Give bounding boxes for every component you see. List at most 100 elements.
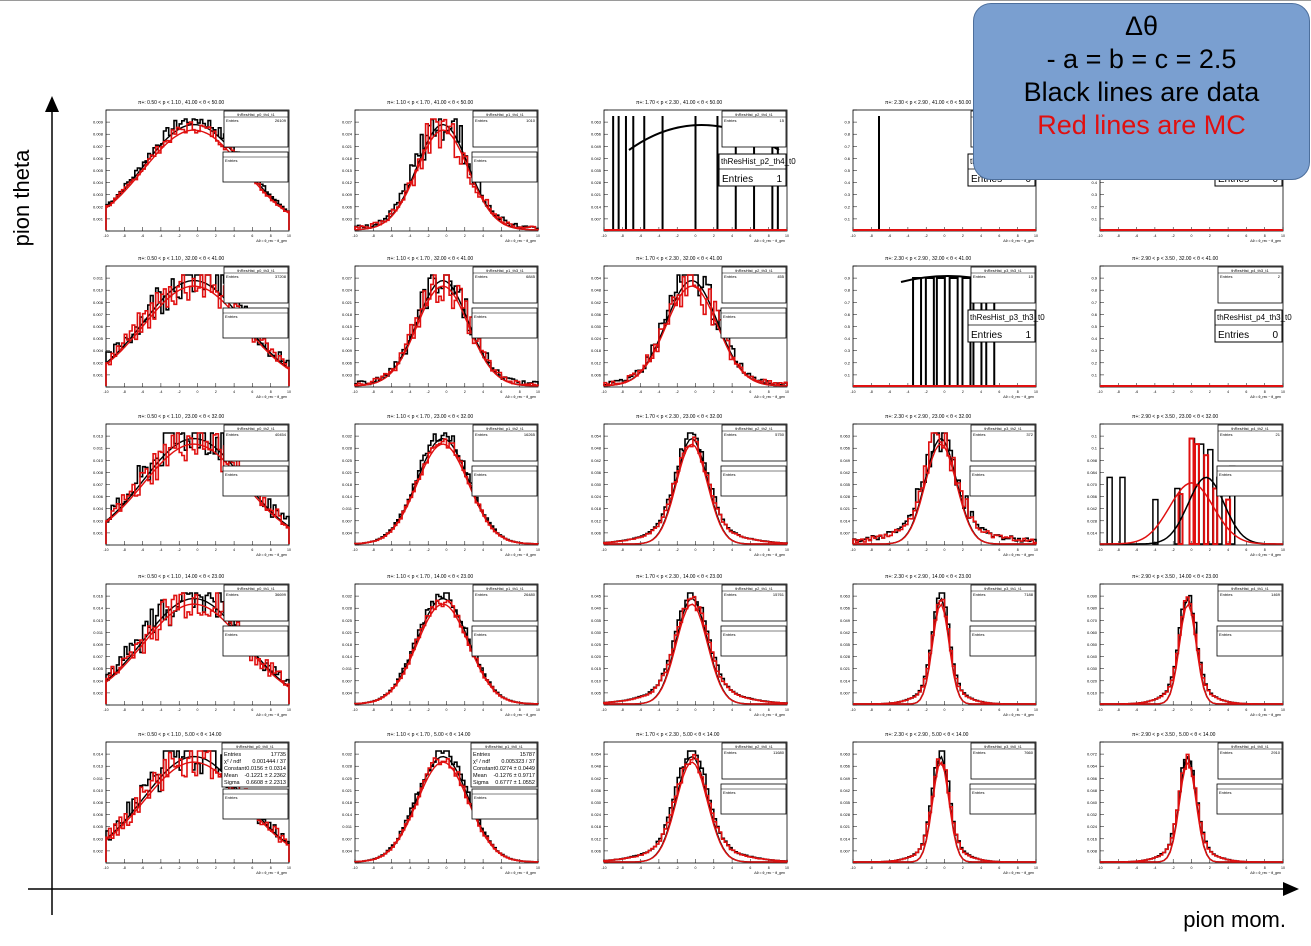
stats-label: Entries [473, 752, 490, 758]
stats-label: χ² / ndf [224, 759, 241, 765]
stats-value: 21 [1276, 432, 1281, 437]
x-tick-label: -10 [850, 390, 855, 394]
histogram-panel: π+: 2.30 < p < 2.90 , 14.00 < θ < 23.00 0… [840, 574, 1038, 717]
x-tick-label: -6 [1135, 548, 1138, 552]
stats-value: 15761 [773, 592, 785, 597]
x-tick-label: -2 [178, 390, 181, 394]
x-tick-label: -8 [870, 390, 873, 394]
x-tick-label: 0 [695, 390, 697, 394]
x-tick-label: 10 [536, 390, 540, 394]
stats-label: Entries [1220, 592, 1232, 597]
y-tick-label: 0.021 [840, 824, 851, 829]
stats-label: Entries [723, 790, 735, 795]
panel-title: π+: 2.90 < p < 3.50 , 32.00 < θ < 41.00 [1132, 256, 1218, 262]
x-tick-label: 10 [1034, 866, 1038, 870]
y-tick-label: 0.024 [591, 812, 602, 817]
stats-box-title: thResHist_p2_th2_t1 [735, 426, 773, 431]
x-tick-label: -10 [103, 708, 108, 712]
x-tick-label: -10 [1097, 708, 1102, 712]
y-tick-label: 0.015 [342, 324, 353, 329]
fit-curve-mc [1100, 602, 1283, 705]
x-tick-label: -4 [657, 866, 660, 870]
panel-title: π+: 2.30 < p < 2.90 , 32.00 < θ < 41.00 [885, 256, 971, 262]
x-tick-label: 8 [1017, 866, 1019, 870]
stats-label: Entries [724, 432, 736, 437]
y-tick-label: 0.040 [1087, 654, 1098, 659]
x-tick-label: 4 [1227, 708, 1229, 712]
x-tick-label: 4 [980, 234, 982, 238]
y-tick-label: 0.048 [591, 288, 602, 293]
y-tick-label: 0.042 [591, 300, 602, 305]
y-tick-label: 0.9 [1091, 276, 1097, 281]
stats-box-2 [969, 465, 1036, 497]
y-tick-label: 0.007 [591, 216, 602, 221]
x-axis-label: Δθ = θ_rec − θ_gen [256, 395, 287, 399]
y-tick-label: 0.4 [1091, 336, 1097, 341]
stats-value: 2910 [1271, 750, 1281, 755]
y-tick-label: 0.009 [93, 642, 104, 647]
fit-curve-mc [354, 129, 539, 231]
stats-label: Constant [224, 766, 246, 772]
stats-label: Entries [724, 274, 736, 279]
y-tick-label: 0.010 [591, 678, 602, 683]
y-tick-label: 0.018 [342, 800, 353, 805]
stats-value: 0.0156 ± 0.0314 [246, 766, 286, 772]
y-tick-label: 0.6 [844, 156, 850, 161]
x-tick-label: -2 [427, 866, 430, 870]
x-tick-label: 8 [270, 390, 272, 394]
x-tick-label: -4 [906, 866, 909, 870]
y-tick-label: 0.001 [93, 530, 104, 535]
x-tick-label: 4 [482, 390, 484, 394]
x-axis-label: Δθ = θ_rec − θ_gen [1003, 553, 1034, 557]
x-tick-label: -8 [372, 390, 375, 394]
stats-value: 11680 [773, 750, 785, 755]
x-tick-label: 10 [785, 866, 789, 870]
stats-box-title: thResHist_p1_th3_t1 [486, 268, 524, 273]
y-tick-label: 0.002 [93, 690, 104, 695]
stats-label: Entries [973, 592, 985, 597]
x-tick-label: 4 [482, 548, 484, 552]
x-tick-label: 4 [233, 234, 235, 238]
entries-box-title: thResHist_p3_th3_t0 [970, 313, 1045, 322]
y-tick-label: 0.009 [342, 192, 353, 197]
x-tick-label: 2 [962, 866, 964, 870]
x-tick-label: 4 [233, 390, 235, 394]
x-tick-label: -10 [1097, 390, 1102, 394]
x-tick-label: 8 [270, 234, 272, 238]
y-tick-label: 0.032 [342, 594, 353, 599]
x-tick-label: -8 [621, 866, 624, 870]
x-axis-label: Δθ = θ_rec − θ_gen [1250, 239, 1281, 243]
x-tick-label: 8 [270, 708, 272, 712]
stats-value: 0.005323 / 37 [501, 759, 535, 765]
x-tick-label: -6 [390, 548, 393, 552]
y-tick-label: 0.002 [93, 848, 104, 853]
x-axis-label: Δθ = θ_rec − θ_gen [1250, 553, 1281, 557]
stats-box-title: thResHist_p1_th2_t1 [486, 426, 524, 431]
x-tick-label: 8 [1264, 708, 1266, 712]
histogram-panel: π+: 1.70 < p < 2.30 , 14.00 < θ < 23.00 0… [591, 574, 789, 717]
y-tick-label: 0.056 [840, 446, 851, 451]
x-tick-label: 8 [1264, 866, 1266, 870]
x-tick-label: -6 [639, 234, 642, 238]
stats-label: Entries [723, 632, 735, 637]
x-tick-label: 2 [215, 234, 217, 238]
panel-title: π+: 2.90 < p < 3.50 , 5.00 < θ < 14.00 [1132, 732, 1216, 738]
y-tick-label: 0.4 [1091, 180, 1097, 185]
stats-value: 26480 [524, 592, 536, 597]
x-tick-label: 6 [500, 548, 502, 552]
y-tick-label: 0.004 [93, 180, 104, 185]
panel-title: π+: 2.30 < p < 2.90 , 23.00 < θ < 32.00 [885, 414, 971, 420]
x-tick-label: 10 [785, 390, 789, 394]
stats-value: 17735 [271, 752, 286, 758]
legend-callout: Δθ - a = b = c = 2.5 Black lines are dat… [973, 3, 1310, 180]
x-tick-label: 10 [1034, 708, 1038, 712]
x-tick-label: 4 [1227, 866, 1229, 870]
x-tick-label: -6 [141, 708, 144, 712]
stats-box-title: thResHist_p0_th0_t1 [236, 744, 274, 749]
stats-label: Entries [225, 632, 237, 637]
entries-box [1214, 309, 1283, 343]
y-tick-label: 0.028 [840, 812, 851, 817]
x-tick-label: -8 [123, 390, 126, 394]
fit-curve-mc [1100, 482, 1283, 545]
y-tick-label: 0.5 [844, 324, 850, 329]
